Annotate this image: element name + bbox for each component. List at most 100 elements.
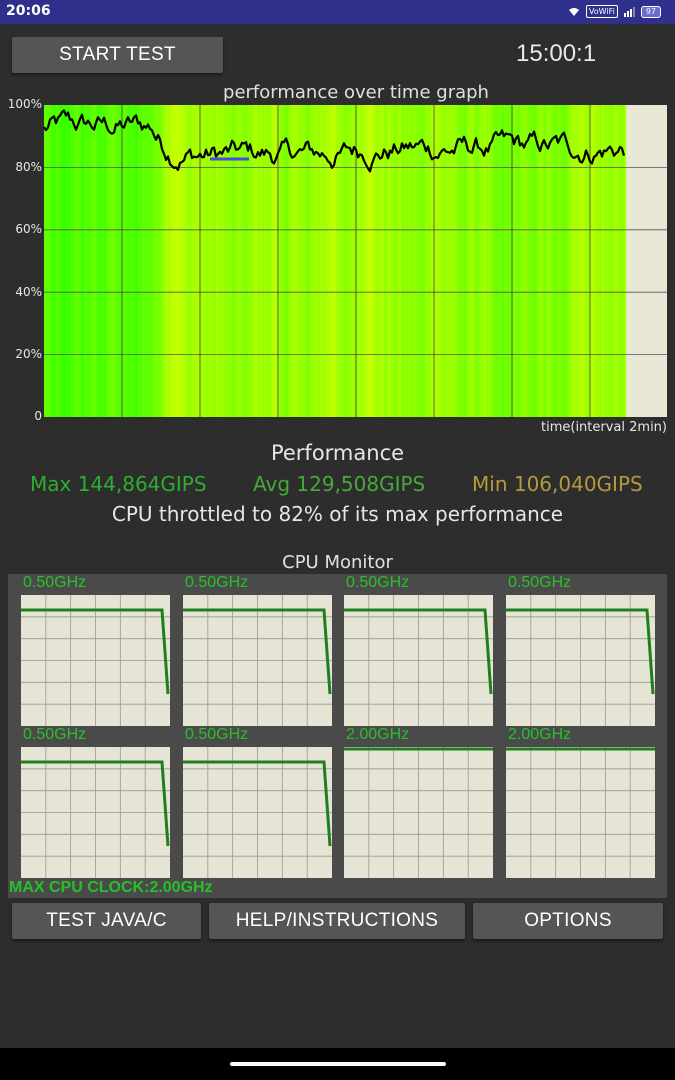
heat-bar [352,105,355,417]
heat-bar [474,105,477,417]
heat-bar [270,105,273,417]
core-frequency-label: 0.50GHz [508,574,572,591]
heat-bar [168,105,171,417]
heat-bar [166,105,169,417]
heat-bar [596,105,599,417]
heat-bar [368,105,371,417]
heat-bar [514,105,517,417]
heat-bar [222,105,225,417]
heat-bar [316,105,319,417]
heat-bar [326,105,329,417]
help-instructions-button[interactable]: HELP/INSTRUCTIONS [209,903,465,939]
heat-bar [568,105,571,417]
heat-bar [200,105,203,417]
heat-bar [394,105,397,417]
heat-bar [284,105,287,417]
heat-bar [268,105,271,417]
heat-bar [478,105,481,417]
heat-bar [304,105,307,417]
heat-bar [598,105,601,417]
heat-bar [348,105,351,417]
heat-bar [552,105,555,417]
heat-bar [264,105,267,417]
heat-bar [80,105,83,417]
core-graph [344,595,493,726]
heat-bar [288,105,291,417]
heat-bar [66,105,69,417]
heat-bar [554,105,557,417]
graph-heat-bars [44,105,627,417]
heat-bar [572,105,575,417]
heat-bar [164,105,167,417]
heat-bar [242,105,245,417]
heat-bar [610,105,613,417]
heat-bar [150,105,153,417]
heat-bar [612,105,615,417]
core-frequency-line [183,608,332,695]
throttle-text: CPU throttled to 82% of its max performa… [111,502,564,526]
heat-bar [92,105,95,417]
heat-bar [194,105,197,417]
performance-graph [44,105,667,417]
heat-bar [436,105,439,417]
heat-bar [446,105,449,417]
heat-bar [434,105,437,417]
heat-bar [406,105,409,417]
heat-bar [78,105,81,417]
heat-bar [54,105,57,417]
heat-bar [510,105,513,417]
heat-bar [236,105,239,417]
heat-bar [516,105,519,417]
heat-bar [402,105,405,417]
heat-bar [320,105,323,417]
heat-bar [334,105,337,417]
heat-bar [186,105,189,417]
heat-bar [602,105,605,417]
home-handle[interactable] [230,1062,446,1066]
heat-bar [178,105,181,417]
heat-bar [212,105,215,417]
heat-bar [144,105,147,417]
heat-bar [460,105,463,417]
heat-bar [346,105,349,417]
heat-bar [296,105,299,417]
test-java-button[interactable]: TEST JAVA/C [12,903,201,939]
heat-bar [462,105,465,417]
heat-bar [234,105,237,417]
heat-bar [536,105,539,417]
heat-bar [562,105,565,417]
heat-bar [456,105,459,417]
heat-bar [558,105,561,417]
heat-bar [380,105,383,417]
heat-bar [274,105,277,417]
wifi-icon [568,7,579,16]
core-frequency-label: 2.00GHz [508,726,572,743]
heat-bar [60,105,63,417]
heat-bar [350,105,353,417]
heat-bar [82,105,85,417]
heat-bar [424,105,427,417]
heat-bar [578,105,581,417]
heat-bar [354,105,357,417]
heat-bar [624,105,627,417]
heat-bar [466,105,469,417]
options-button[interactable]: OPTIONS [473,903,663,939]
heat-bar [378,105,381,417]
battery-icon: 97 [640,5,661,18]
heat-bar [330,105,333,417]
heat-bar [344,105,347,417]
start-test-button[interactable]: START TEST [12,37,223,73]
heat-bar [360,105,363,417]
x-axis-label: time(interval 2min) [541,420,667,435]
heat-bar [576,105,579,417]
heat-bar [414,105,417,417]
heat-bar [564,105,567,417]
heat-bar [290,105,293,417]
heat-bar [340,105,343,417]
graph-grid [44,105,667,417]
heat-bar [374,105,377,417]
core-frequency-label: 2.00GHz [346,726,410,743]
heat-bar [486,105,489,417]
heat-bar [418,105,421,417]
heat-bar [154,105,157,417]
